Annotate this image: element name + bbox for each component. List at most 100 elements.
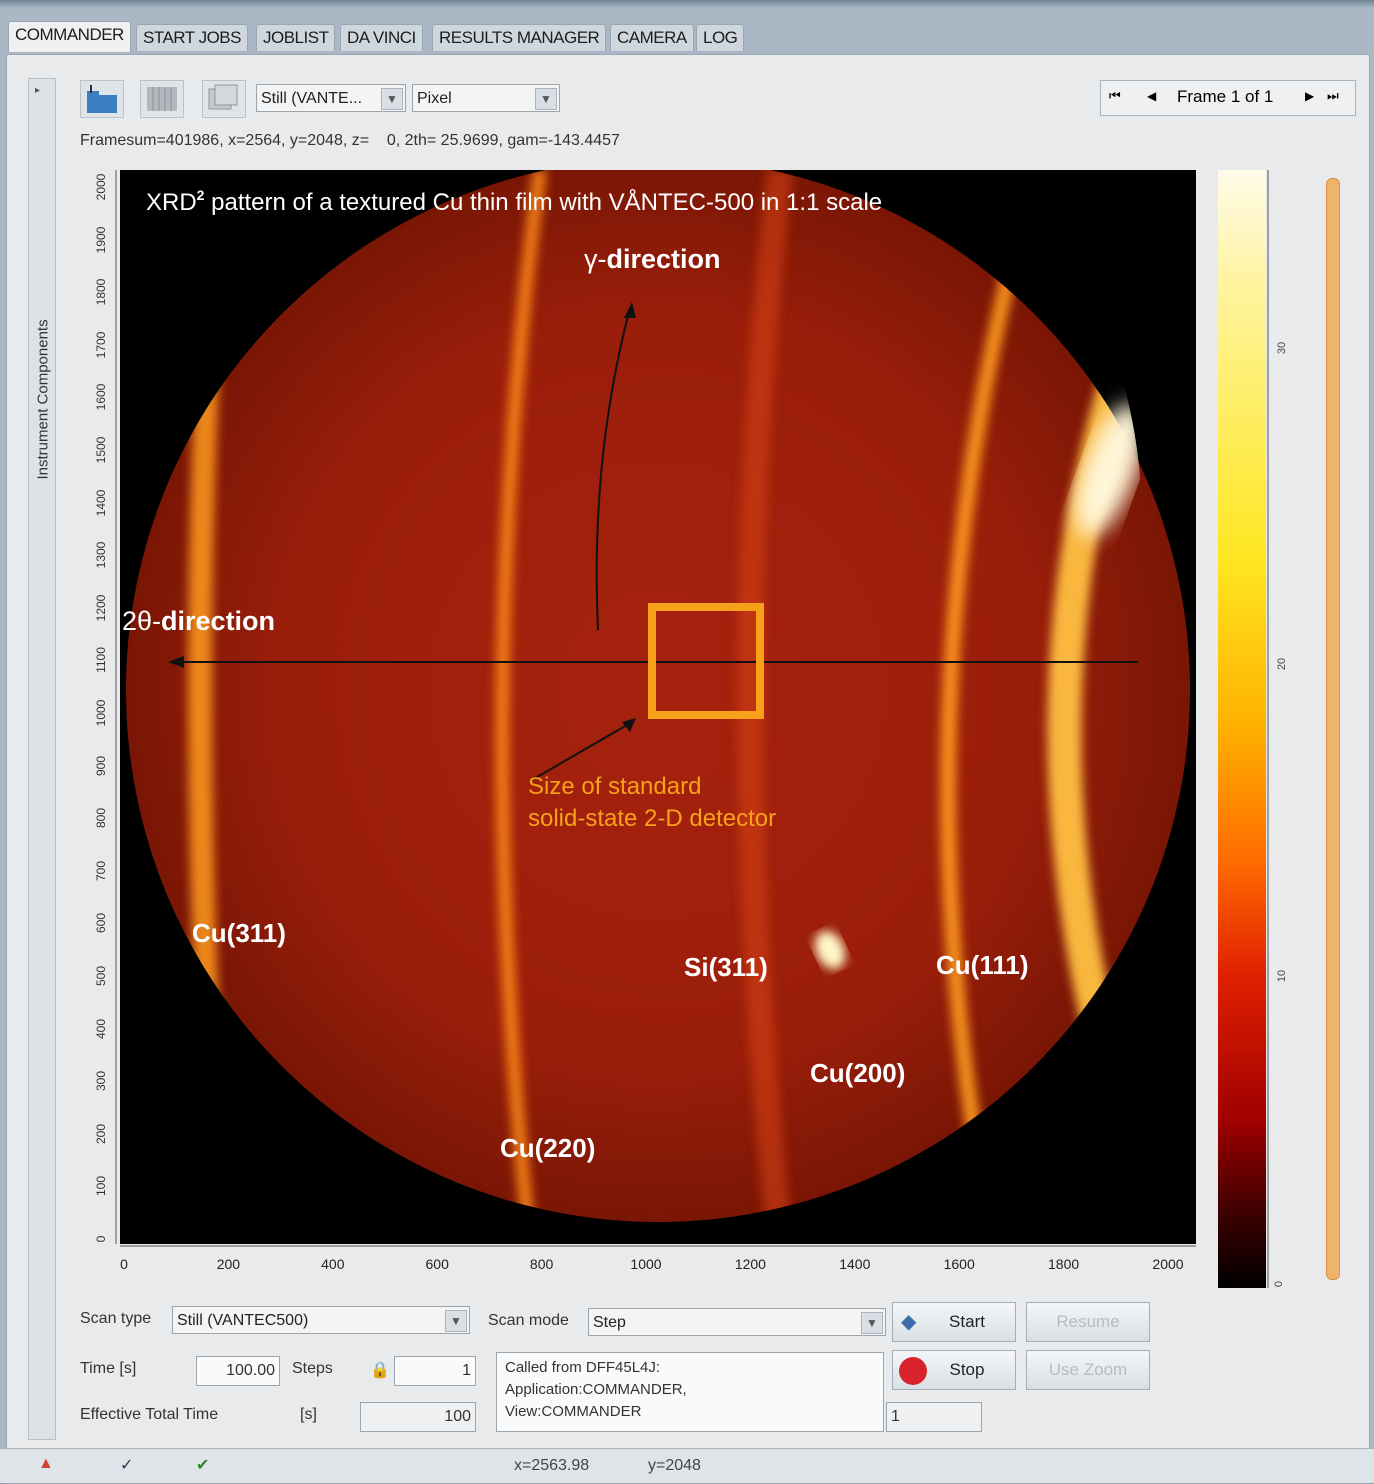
cu111-ring <box>940 227 1028 1172</box>
x-axis: 0 200 400 600 800 1000 1200 1400 1600 1800 2000 <box>120 1244 1196 1280</box>
stop-button[interactable]: Stop <box>892 1350 1016 1390</box>
tab-joblist[interactable]: JOBLIST <box>256 24 336 51</box>
server-status-icon[interactable]: ✓ <box>120 1457 134 1474</box>
unit-select-value: Pixel <box>417 90 452 107</box>
y-tick-label: 1800 <box>94 278 108 306</box>
x-tick-label: 1400 <box>839 1256 871 1272</box>
y-tick-label: 0 <box>94 1235 108 1243</box>
frames-icon <box>208 84 238 110</box>
y-tick-label: 1000 <box>94 699 108 727</box>
x-tick-label: 800 <box>529 1256 554 1272</box>
x-tick-label: 1800 <box>1048 1256 1080 1272</box>
collapse-arrow-icon[interactable]: ▸ <box>35 85 41 96</box>
start-icon: ◆ <box>901 1311 917 1333</box>
detector-pointer <box>531 721 633 781</box>
gamma-direction-label: γ-direction <box>584 244 721 274</box>
scan-type-label: Scan type <box>80 1310 152 1327</box>
x-tick-label: 400 <box>321 1256 345 1272</box>
last-frame-button[interactable]: ⏭ <box>1327 88 1339 103</box>
steps-input[interactable]: 1 <box>394 1356 476 1386</box>
gamma-arrow-head <box>624 302 636 318</box>
colorbar-tick-label: 10 <box>1276 969 1289 983</box>
xrd-image-view[interactable]: XRD2 pattern of a textured Cu thin film … <box>120 170 1196 1244</box>
twotheta-direction-label: 2θ-direction <box>122 606 275 636</box>
color-scale-bar <box>1218 170 1266 1288</box>
open-folder-button[interactable] <box>80 80 124 118</box>
scan-mode-label: Scan mode <box>488 1312 569 1329</box>
x-coordinate-readout: x=2563.98 <box>514 1457 590 1474</box>
y-tick-label: 800 <box>94 808 108 829</box>
y-tick-label: 1700 <box>94 331 108 359</box>
cu220-ring <box>495 170 547 1222</box>
intensity-slider[interactable] <box>1326 178 1340 1280</box>
lock-icon[interactable]: 🔒 <box>370 1362 390 1379</box>
tab-start-jobs[interactable]: START JOBS <box>136 24 248 51</box>
y-tick-label: 700 <box>94 860 108 881</box>
y-tick-label: 1100 <box>94 647 108 674</box>
y-tick-label: 600 <box>94 913 108 934</box>
bright-spot-right <box>1075 403 1145 537</box>
colorbar-tick-label: 20 <box>1276 657 1289 671</box>
tab-camera[interactable]: CAMERA <box>610 24 694 51</box>
effective-time-unit: [s] <box>300 1406 317 1423</box>
scan-mode-dropdown[interactable]: Step ▼ <box>588 1308 886 1336</box>
prev-frame-button[interactable]: ◀ <box>1147 89 1157 103</box>
peak-label-cu200: Cu(200) <box>810 1058 905 1088</box>
y-tick-label: 100 <box>94 1176 108 1197</box>
color-scale-ticks <box>1267 170 1269 1288</box>
scan-mode-select[interactable]: Still (VANTE... ▼ <box>256 84 406 112</box>
y-axis-ticks <box>115 170 117 1244</box>
log-output: Called from DFF45L4J: Application:COMMAN… <box>496 1352 884 1432</box>
colorbar-tick-label: 30 <box>1276 341 1289 355</box>
frame-counter: Frame 1 of 1 <box>1177 87 1274 106</box>
frame-navigator: ⏮ ◀ Frame 1 of 1 ▶ ⏭ <box>1100 80 1356 116</box>
stop-button-label: Stop <box>949 1360 985 1379</box>
x-tick-label: 2000 <box>1152 1256 1184 1272</box>
si311-spot <box>814 930 846 970</box>
start-button[interactable]: ◆ Start <box>892 1302 1016 1342</box>
time-input[interactable]: 100.00 <box>196 1356 280 1386</box>
y-tick-label: 1300 <box>94 541 108 569</box>
detector-circle <box>126 170 1190 1222</box>
grid-icon <box>147 87 177 111</box>
diffraction-image: XRD2 pattern of a textured Cu thin film … <box>122 170 1190 1222</box>
next-frame-button[interactable]: ▶ <box>1305 89 1315 103</box>
y-tick-label: 300 <box>94 1071 108 1092</box>
scan-controls: Scan type Still (VANTEC500) ▼ Scan mode … <box>78 1300 1158 1440</box>
resume-button[interactable]: Resume <box>1026 1302 1150 1342</box>
cu200-ring <box>737 170 793 1222</box>
tab-commander[interactable]: COMMANDER <box>8 21 131 52</box>
gamma-arrow <box>595 307 631 631</box>
tab-results-manager[interactable]: RESULTS MANAGER <box>432 24 607 51</box>
first-frame-button[interactable]: ⏮ <box>1109 88 1121 103</box>
frame-info-readout: Framesum=401986, x=2564, y=2048, z= 0, 2… <box>80 132 620 149</box>
colorbar-tick-label: 0 <box>1273 1280 1286 1288</box>
grid-view-button[interactable] <box>140 80 184 118</box>
chevron-down-icon: ▼ <box>535 88 557 110</box>
standard-detector-box <box>648 603 764 719</box>
tab-bar: COMMANDER START JOBS JOBLIST DA VINCI RE… <box>8 20 1368 54</box>
instrument-components-sidebar[interactable]: ▸ Instrument Components <box>28 78 56 1440</box>
tab-da-vinci[interactable]: DA VINCI <box>340 24 423 51</box>
x-tick-label: 600 <box>425 1256 449 1272</box>
scan-type-value: Still (VANTEC500) <box>177 1312 309 1329</box>
tab-log[interactable]: LOG <box>696 24 745 51</box>
peak-label-cu111: Cu(111) <box>936 950 1029 980</box>
hardware-status-icon[interactable]: ▲ <box>38 1455 54 1472</box>
unit-select[interactable]: Pixel ▼ <box>412 84 560 112</box>
steps-label: Steps <box>292 1360 333 1377</box>
y-tick-label: 1200 <box>94 594 108 622</box>
peak-label-cu311: Cu(311) <box>192 918 286 948</box>
ok-status-icon[interactable]: ✔ <box>196 1457 210 1474</box>
scan-mode-value: Step <box>593 1314 626 1331</box>
frames-button[interactable] <box>202 80 246 118</box>
resume-button-label: Resume <box>1056 1312 1120 1331</box>
use-zoom-button[interactable]: Use Zoom <box>1026 1350 1150 1390</box>
peak-label-si311: Si(311) <box>684 952 768 982</box>
x-tick-label: 0 <box>120 1256 128 1272</box>
detector-note-line2: solid-state 2-D detector <box>528 805 776 832</box>
scan-type-select[interactable]: Still (VANTEC500) ▼ <box>172 1306 470 1334</box>
effective-time-value: 100 <box>360 1402 476 1432</box>
stop-icon <box>899 1357 927 1385</box>
